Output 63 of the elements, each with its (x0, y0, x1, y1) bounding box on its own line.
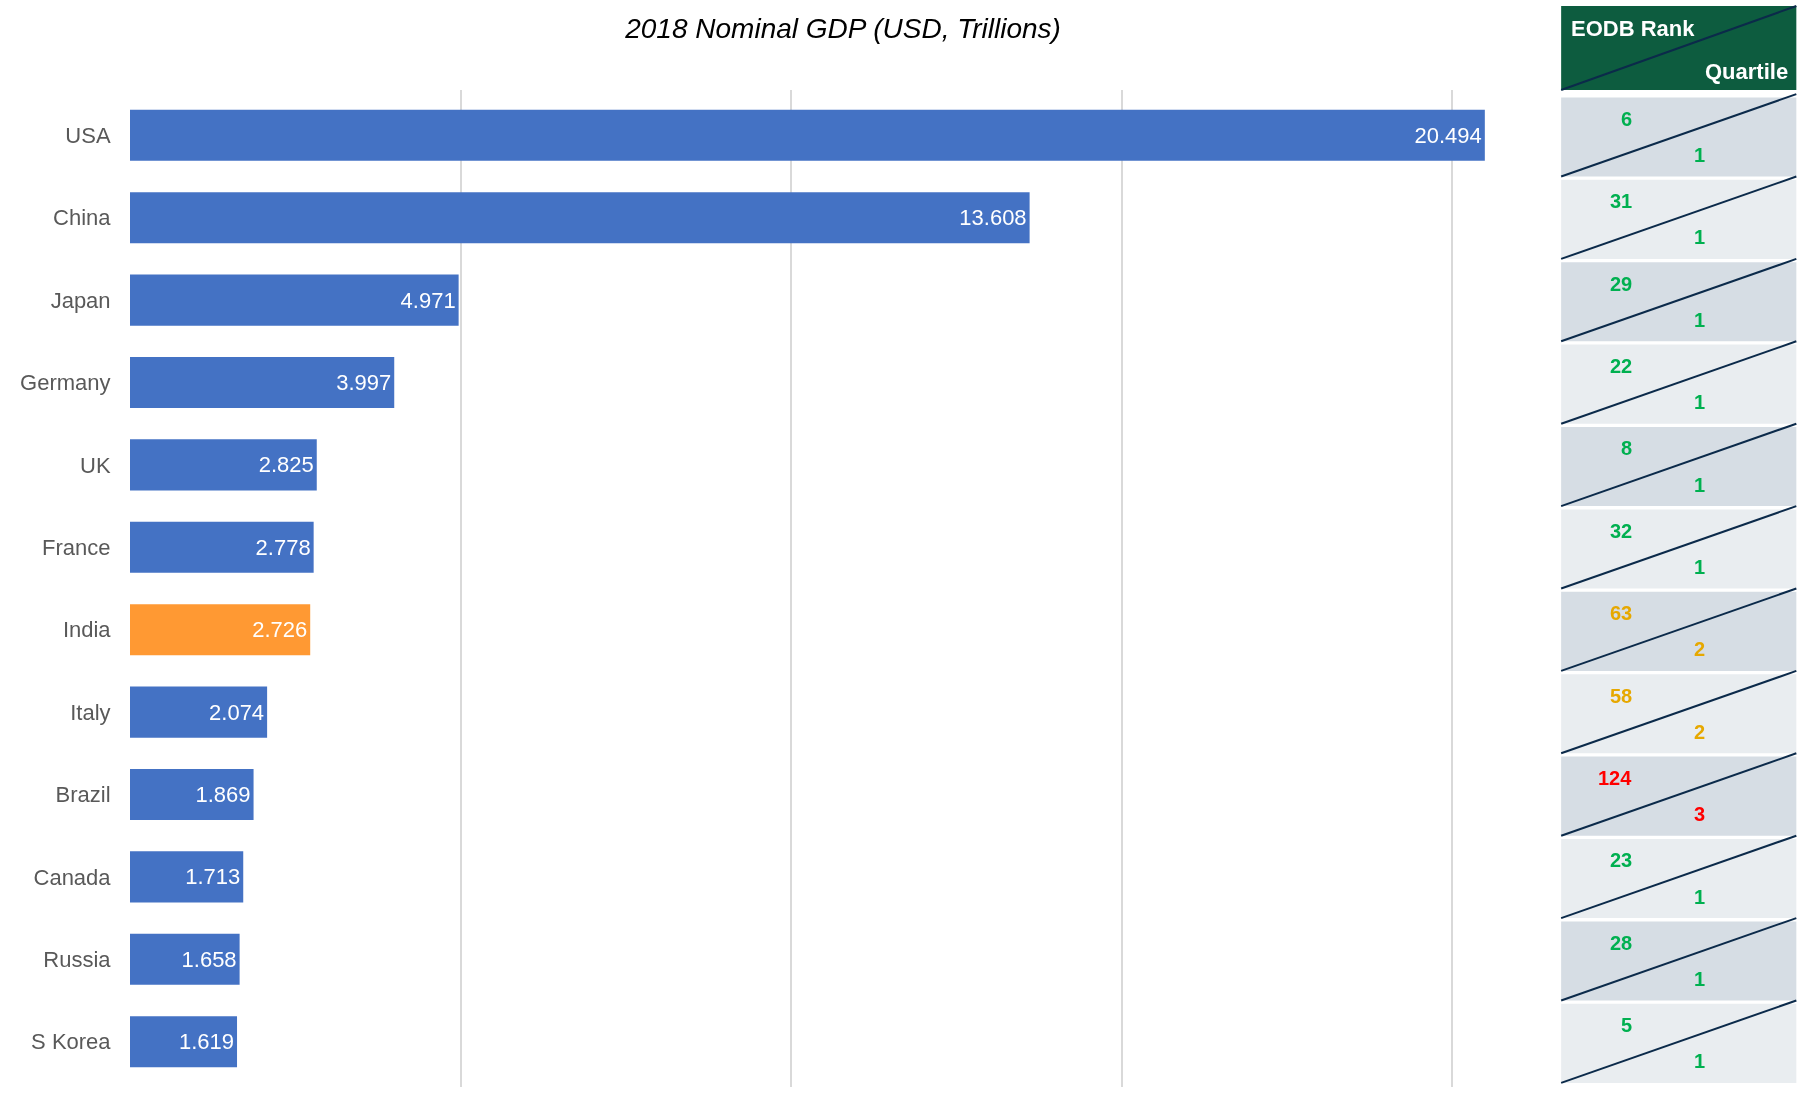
bar (130, 192, 1030, 244)
y-tick-label: Canada (33, 864, 112, 890)
data-label: 1.658 (181, 946, 237, 972)
text: 2 (1694, 721, 1706, 743)
text: 32 (1610, 520, 1633, 542)
text: 3 (1694, 803, 1706, 825)
bar (130, 933, 240, 985)
y-tick-label: S Korea (31, 1029, 112, 1055)
text: 31 (1610, 190, 1633, 212)
data-label: 1.619 (178, 1029, 235, 1055)
data-label: 2.778 (255, 534, 311, 560)
y-tick-label: Germany (20, 370, 111, 396)
data-label: 3.997 (336, 370, 392, 396)
text: 1 (1694, 391, 1706, 413)
text: 1 (1694, 474, 1706, 496)
text: 23 (1610, 849, 1633, 871)
bar (130, 356, 395, 409)
chart-title: 2018 Nominal GDP (USD, Trillions) (624, 12, 1061, 44)
y-tick-label: China (53, 205, 112, 231)
text: 1 (1694, 309, 1706, 331)
text: 2 (1694, 638, 1706, 660)
text: 1 (1694, 144, 1706, 166)
text: 1 (1694, 1050, 1706, 1072)
data-label: 13.608 (959, 205, 1027, 231)
text: 22 (1610, 355, 1633, 377)
bar (130, 686, 268, 738)
bar (130, 1016, 238, 1068)
data-label: 4.971 (400, 287, 456, 313)
text: 63 (1610, 602, 1633, 624)
y-tick-label: India (62, 617, 112, 643)
data-label: 20.494 (1414, 122, 1482, 148)
y-tick-label: Japan (50, 287, 111, 313)
bar (130, 768, 254, 821)
text: 1 (1694, 556, 1706, 578)
y-tick-label: Russia (43, 946, 112, 972)
data-label: 1.713 (185, 864, 241, 890)
y-tick-label: France (42, 535, 111, 560)
data-label: 2.074 (209, 699, 265, 725)
data-label: 1.869 (195, 781, 251, 807)
y-tick-label: USA (65, 123, 111, 149)
bar (130, 604, 311, 656)
text: 5 (1621, 1014, 1633, 1036)
text: 8 (1621, 437, 1633, 459)
y-tick-label: Italy (70, 699, 111, 725)
text: 1 (1694, 886, 1706, 908)
data-label: 2.825 (258, 452, 314, 478)
text: 1 (1694, 226, 1706, 248)
text: 6 (1621, 108, 1633, 130)
y-tick-label: UK (80, 452, 111, 478)
bar (130, 439, 317, 491)
y-tick-label: Brazil (55, 782, 111, 808)
bar (130, 521, 314, 573)
text: 1 (1694, 968, 1706, 990)
text: 28 (1610, 932, 1633, 954)
bar (130, 109, 1485, 161)
bar (130, 274, 459, 326)
text: 29 (1610, 273, 1633, 295)
data-label: 2.726 (252, 617, 308, 643)
text: EODB Rank (1571, 16, 1696, 41)
text: Quartile (1705, 59, 1789, 84)
text: 58 (1610, 685, 1633, 707)
bar (130, 851, 244, 903)
text: 124 (1598, 767, 1633, 789)
